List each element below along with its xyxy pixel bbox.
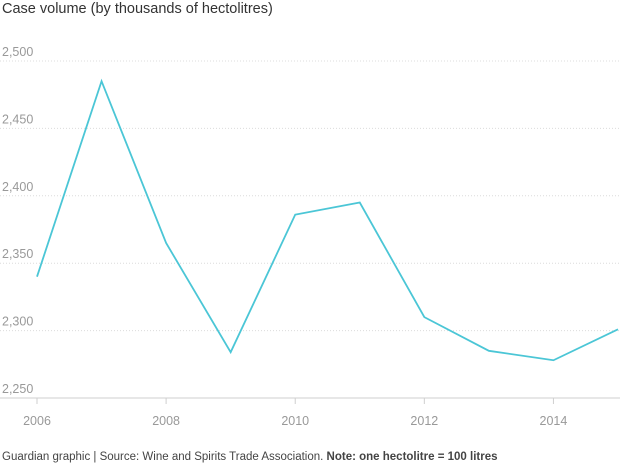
footer-caption: Guardian graphic | Source: Wine and Spir… xyxy=(2,451,498,463)
y-tick-label: 2,350 xyxy=(2,247,33,261)
grid-lines xyxy=(0,60,620,399)
x-tick-label: 2006 xyxy=(23,414,51,428)
y-tick-label: 2,450 xyxy=(2,112,33,126)
x-tick-label: 2010 xyxy=(281,414,309,428)
y-tick-label: 2,500 xyxy=(2,45,33,59)
series-layer xyxy=(36,78,619,362)
y-tick-label: 2,400 xyxy=(2,180,33,194)
source-text: Guardian graphic | Source: Wine and Spir… xyxy=(2,451,324,463)
y-tick-labels: 2,250 2,300 2,350 2,400 2,450 2,500 xyxy=(2,45,33,396)
note-text: Note: one hectolitre = 100 litres xyxy=(326,451,498,463)
x-tick-label: 2012 xyxy=(410,414,438,428)
series-line xyxy=(36,78,619,362)
x-ticks: 2006 2008 2010 2012 2014 xyxy=(23,398,567,428)
y-tick-label: 2,300 xyxy=(2,315,33,329)
x-tick-label: 2014 xyxy=(540,414,568,428)
x-tick-label: 2008 xyxy=(152,414,180,428)
y-tick-label: 2,250 xyxy=(2,382,33,396)
chart-title: Case volume (by thousands of hectolitres… xyxy=(2,1,273,17)
